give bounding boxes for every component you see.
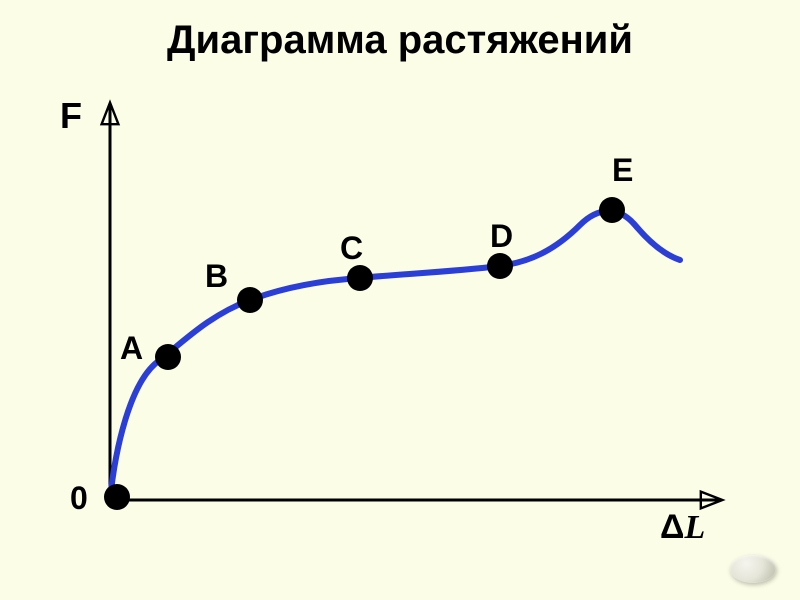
point-B [237, 287, 263, 313]
diagram-canvas: Диаграмма растяжений ABCDE 0 F ΔL [0, 0, 800, 600]
point-D [487, 253, 513, 279]
point-A [155, 344, 181, 370]
point-origin-point [104, 484, 130, 510]
point-label-B: B [205, 258, 228, 295]
point-label-D: D [490, 218, 513, 255]
nav-button[interactable] [730, 555, 776, 583]
origin-label: 0 [70, 480, 88, 517]
y-axis-label: F [60, 95, 82, 137]
point-C [347, 265, 373, 291]
point-label-A: A [120, 330, 143, 367]
point-E [599, 197, 625, 223]
point-label-E: E [612, 152, 633, 189]
x-axis-label: ΔL [660, 508, 705, 547]
point-label-C: C [340, 230, 363, 267]
